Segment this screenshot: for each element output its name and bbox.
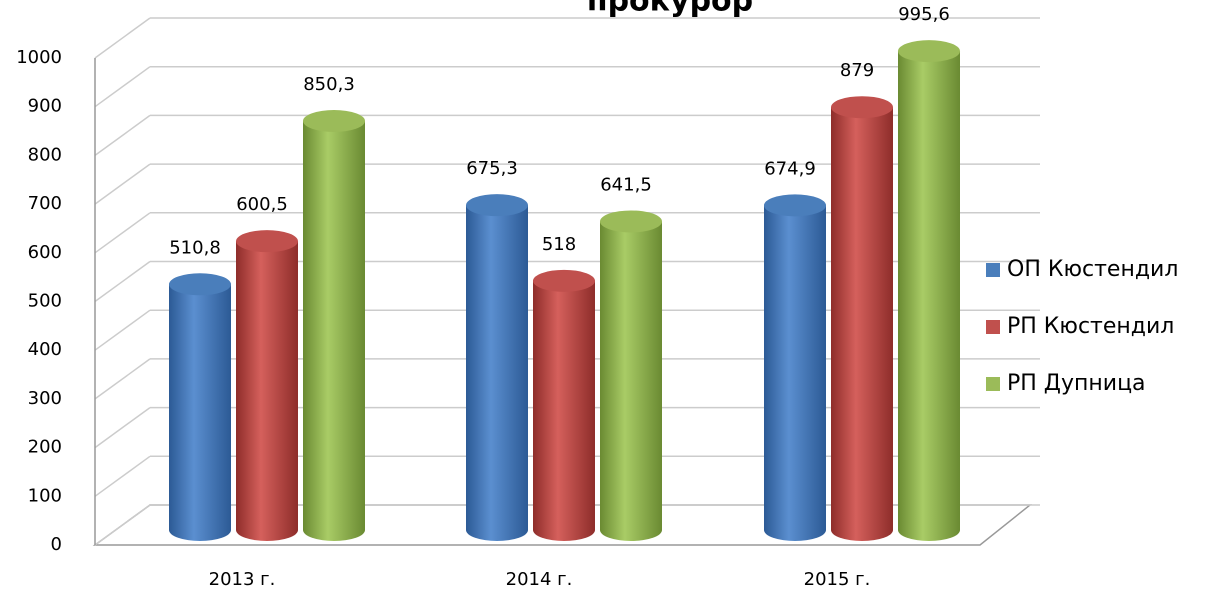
y-tick-label: 700 (28, 193, 62, 214)
data-label: 850,3 (303, 74, 355, 95)
y-tick-label: 900 (28, 96, 62, 117)
data-label: 641,5 (600, 174, 652, 195)
legend-label: РП Дупница (1007, 371, 1146, 396)
y-tick-label: 300 (28, 388, 62, 409)
data-label: 879 (840, 60, 874, 81)
data-label: 675,3 (466, 158, 518, 179)
grid-line (94, 163, 151, 205)
bar (533, 280, 595, 541)
bar (236, 241, 298, 541)
grid-line (94, 309, 151, 351)
x-tick-label: 2015 г. (804, 569, 871, 590)
y-tick-label: 100 (28, 485, 62, 506)
chart-title: прокурор (587, 0, 753, 19)
bar-top (169, 273, 231, 296)
bar (764, 205, 826, 541)
data-label: 510,8 (169, 237, 221, 258)
data-label: 518 (542, 234, 576, 255)
grid-line (94, 504, 151, 546)
bar (303, 121, 365, 541)
bar-top (466, 194, 528, 217)
y-tick-label: 1000 (16, 47, 62, 68)
grid-line (94, 114, 151, 157)
bar-top (898, 40, 960, 63)
y-tick-label: 600 (28, 242, 62, 263)
y-tick-label: 200 (28, 437, 62, 458)
y-tick-label: 400 (28, 339, 62, 360)
legend-label: РП Кюстендил (1007, 314, 1174, 339)
y-tick-label: 0 (51, 534, 62, 555)
y-tick-label: 500 (28, 291, 62, 312)
bar (169, 284, 231, 541)
legend-swatch (986, 320, 1000, 334)
grid-line (94, 17, 151, 59)
bar-top (831, 96, 893, 119)
bar-top (533, 269, 595, 292)
grid-line (94, 406, 151, 449)
legend-swatch (986, 263, 1000, 277)
bar (600, 221, 662, 541)
grid-line (94, 455, 151, 497)
bar (831, 107, 893, 542)
bar (466, 205, 528, 541)
legend-label: ОП Кюстендил (1007, 257, 1178, 282)
y-tick-label: 800 (28, 144, 62, 165)
data-label: 600,5 (236, 194, 288, 215)
bar-top (236, 230, 298, 253)
grid-line (94, 212, 151, 254)
grid-line (94, 358, 151, 400)
grid-line (94, 260, 151, 303)
x-tick-label: 2014 г. (506, 569, 573, 590)
data-label: 674,9 (764, 158, 816, 179)
bar (898, 51, 960, 542)
data-label: 995,6 (898, 4, 950, 25)
grid-line (94, 66, 151, 108)
bar-top (764, 194, 826, 217)
bar-top (600, 210, 662, 233)
bar-top (303, 110, 365, 133)
x-tick-label: 2013 г. (209, 569, 276, 590)
legend-swatch (986, 377, 1000, 391)
